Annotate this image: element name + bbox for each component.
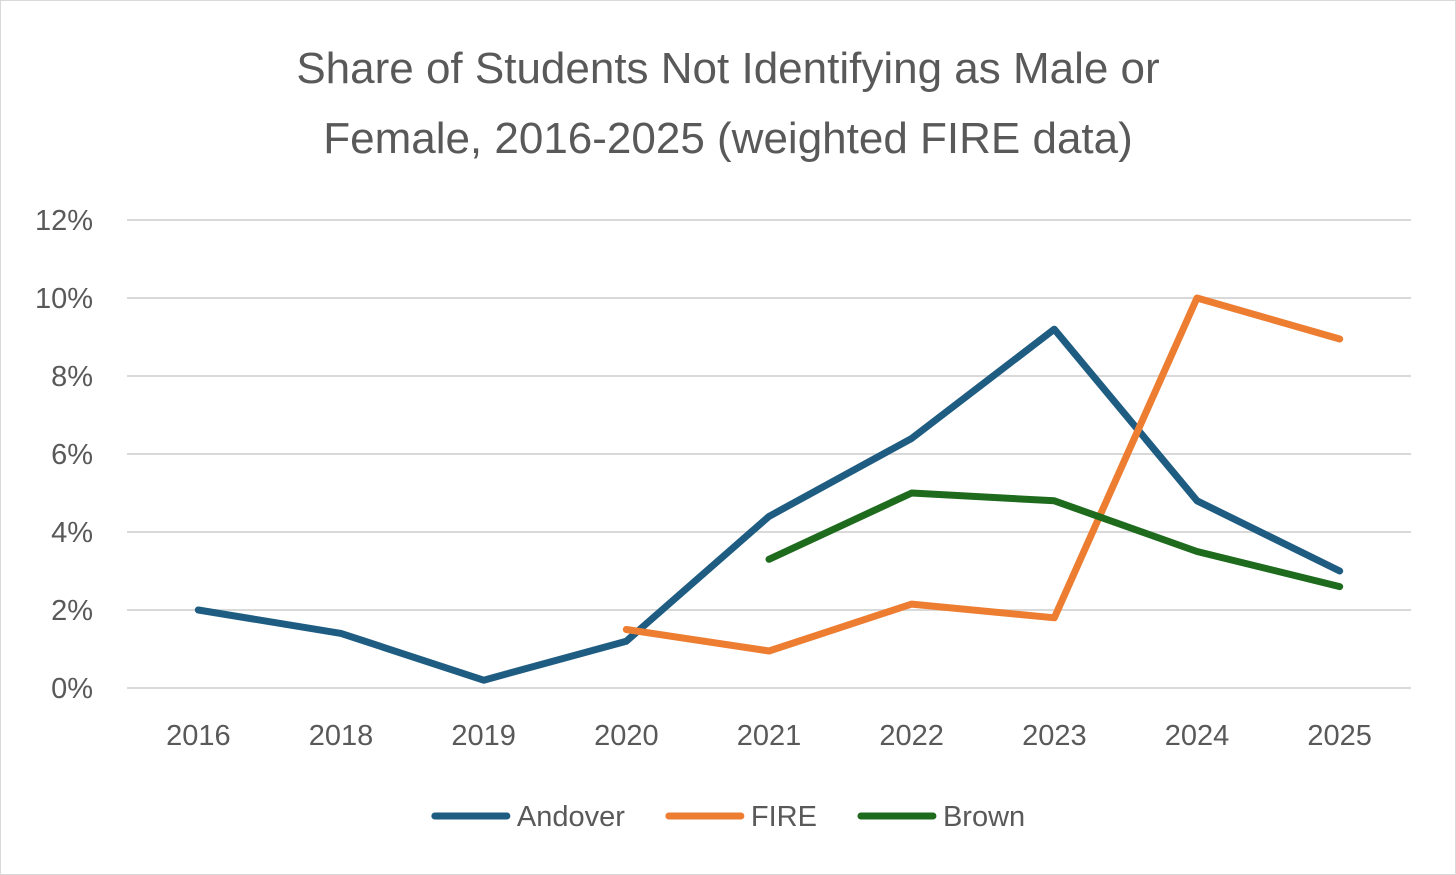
series-line-fire bbox=[622, 294, 1344, 655]
x-tick-label: 2019 bbox=[451, 720, 516, 752]
series-line-andover bbox=[194, 325, 1344, 684]
legend-item-fire: FIRE bbox=[665, 801, 817, 833]
y-tick-label: 6% bbox=[51, 439, 93, 471]
y-tick-label: 12% bbox=[35, 205, 93, 237]
chart-title-line-2: Female, 2016-2025 (weighted FIRE data) bbox=[323, 114, 1133, 163]
series-lines bbox=[194, 294, 1344, 684]
x-tick-label: 2018 bbox=[309, 720, 374, 752]
x-tick-label: 2021 bbox=[737, 720, 802, 752]
x-tick-label: 2023 bbox=[1022, 720, 1087, 752]
legend: Andover FIRE Brown bbox=[431, 801, 1025, 833]
x-tick-label: 2022 bbox=[879, 720, 944, 752]
legend-label: FIRE bbox=[751, 801, 817, 833]
y-tick-label: 10% bbox=[35, 283, 93, 315]
x-axis-ticks: 2016 2018 2019 2020 2021 2022 2023 2024 2025 bbox=[166, 720, 1372, 752]
x-tick-label: 2016 bbox=[166, 720, 231, 752]
legend-label: Andover bbox=[517, 801, 625, 833]
gridlines bbox=[127, 219, 1411, 689]
y-tick-label: 0% bbox=[51, 673, 93, 705]
x-tick-label: 2020 bbox=[594, 720, 659, 752]
chart-title-line-1: Share of Students Not Identifying as Mal… bbox=[296, 44, 1159, 93]
x-tick-label: 2025 bbox=[1307, 720, 1372, 752]
legend-item-andover: Andover bbox=[431, 801, 625, 833]
y-tick-label: 4% bbox=[51, 517, 93, 549]
y-tick-label: 2% bbox=[51, 595, 93, 627]
y-axis-ticks: 0% 2% 4% 6% 8% 10% 12% bbox=[35, 205, 93, 705]
series-line-brown bbox=[765, 489, 1344, 591]
legend-label: Brown bbox=[943, 801, 1025, 833]
y-tick-label: 8% bbox=[51, 361, 93, 393]
x-tick-label: 2024 bbox=[1165, 720, 1230, 752]
legend-item-brown: Brown bbox=[857, 801, 1025, 833]
